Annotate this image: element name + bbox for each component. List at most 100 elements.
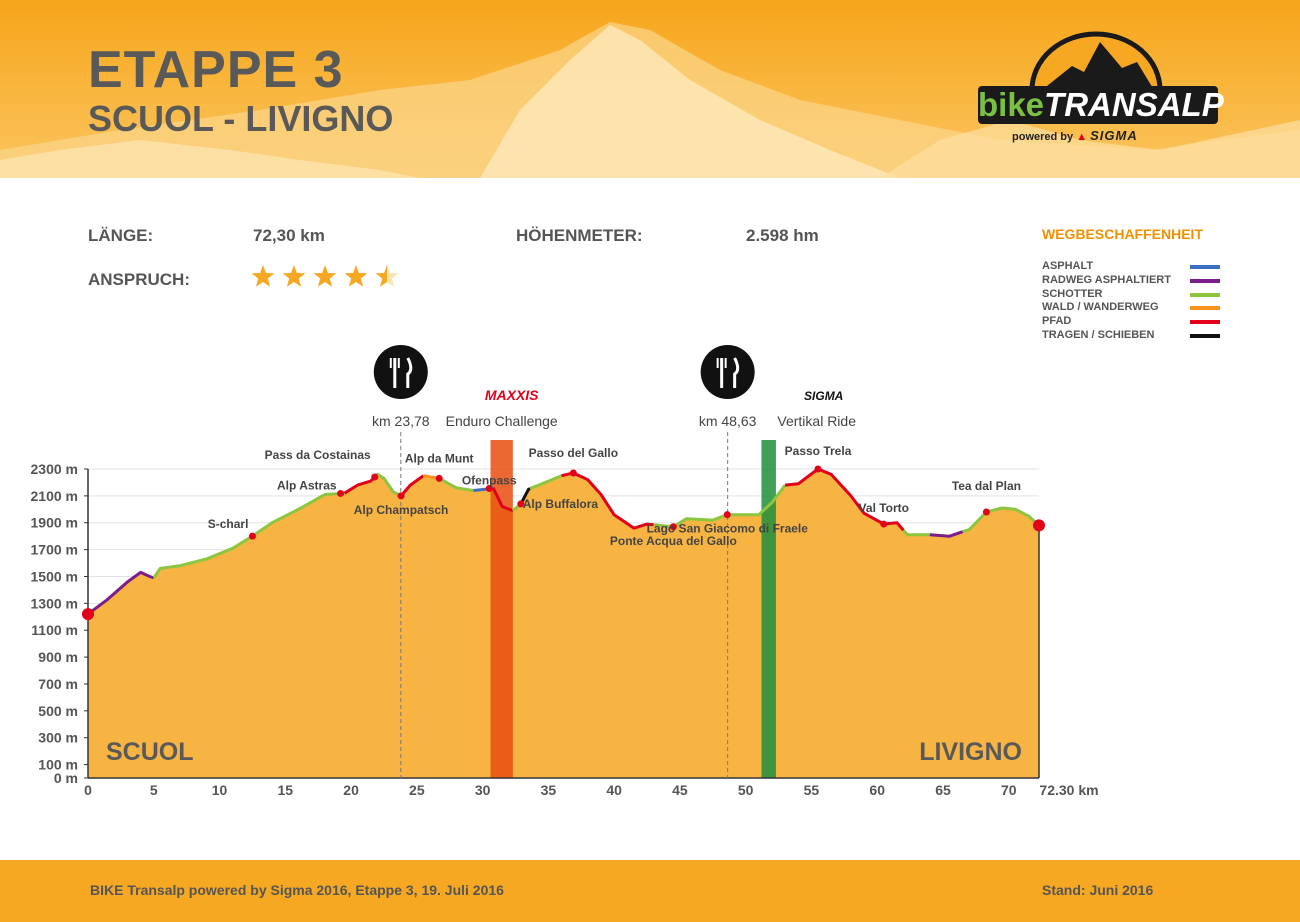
y-tick-label: 1100 m <box>31 622 78 638</box>
x-tick-label: 30 <box>475 782 491 798</box>
legend-swatch <box>1190 278 1220 283</box>
y-tick-label: 500 m <box>38 703 78 719</box>
footer-credits: BIKE Transalp powered by Sigma 2016, Eta… <box>90 882 504 898</box>
legend-swatch <box>1190 306 1220 311</box>
profile-segment <box>902 529 930 537</box>
waypoint-marker <box>397 492 405 500</box>
waypoint-label: Val Torto <box>859 501 909 515</box>
length-value: 72,30 km <box>253 226 325 245</box>
y-tick-label: 2100 m <box>31 488 78 504</box>
star-icon <box>375 265 399 287</box>
waypoint-label: Lago San Giacomo di Fraele <box>647 522 809 536</box>
start-location-label: SCUOL <box>106 738 194 766</box>
x-tick-label: 45 <box>672 782 688 798</box>
legend-item: PFAD <box>1042 315 1220 328</box>
y-tick-label: 700 m <box>38 676 78 692</box>
sponsor-logo: MAXXIS <box>485 387 539 403</box>
legend-item: RADWEG ASPHALTIERT <box>1042 274 1220 287</box>
page-subtitle: SCUOL - LIVIGNO <box>88 98 394 139</box>
y-tick-label: 1300 m <box>31 595 78 611</box>
legend-swatch <box>1190 265 1220 269</box>
x-tick-label: 50 <box>738 782 754 798</box>
biketransalp-logo: bikeTRANSALP powered by ▲ SIGMA <box>972 28 1224 158</box>
waypoint-label: Tea dal Plan <box>952 479 1021 493</box>
special-stage-label: Vertikal Ride <box>777 413 856 429</box>
waypoint-marker <box>669 523 677 531</box>
legend-label: WALD / WANDERWEG <box>1042 301 1159 314</box>
header-banner: ETAPPE 3 SCUOL - LIVIGNO bikeTRANSALP po… <box>0 0 1300 178</box>
profile-segment <box>784 467 905 532</box>
y-tick-label: 900 m <box>38 649 78 665</box>
footer: BIKE Transalp powered by Sigma 2016, Eta… <box>0 860 1300 922</box>
special-stage-label: Enduro Challenge <box>446 413 558 429</box>
logo-wordmark: bikeTRANSALP <box>978 86 1224 124</box>
x-tick-label: 20 <box>343 782 359 798</box>
star-icon <box>282 265 306 287</box>
profile-segment <box>491 487 514 513</box>
y-tick-label: 0 m <box>54 770 78 786</box>
waypoint-marker <box>569 469 577 477</box>
x-tick-label: 25 <box>409 782 425 798</box>
legend-item: ASPHALT <box>1042 260 1220 273</box>
y-tick-label: 100 m <box>38 757 78 773</box>
profile-segment <box>152 491 345 579</box>
x-tick-label: 10 <box>212 782 228 798</box>
waypoint-marker <box>371 473 379 481</box>
x-tick-label: 55 <box>804 782 820 798</box>
x-tick-label: 40 <box>606 782 622 798</box>
finish-marker <box>1033 519 1045 532</box>
profile-segment <box>962 506 1041 534</box>
footer-date: Stand: Juni 2016 <box>1042 882 1154 898</box>
y-tick-label: 1500 m <box>31 568 78 584</box>
profile-segment <box>399 474 425 497</box>
legend-label: PFAD <box>1042 315 1072 328</box>
y-tick-label: 2300 m <box>31 461 78 477</box>
waypoint-label: Alp da Munt <box>405 451 474 465</box>
elevation-label: HÖHENMETER: <box>516 226 643 245</box>
waypoint-label: S-charl <box>208 517 249 531</box>
sponsor-logo: SIGMA <box>804 389 843 403</box>
profile-segment <box>529 474 563 490</box>
cutlery-icon <box>373 345 428 399</box>
logo-powered-by: powered by ▲ SIGMA <box>1012 128 1138 143</box>
y-tick-label: 1700 m <box>31 542 78 558</box>
legend-swatch <box>1190 320 1220 325</box>
x-tick-label: 65 <box>935 782 951 798</box>
waypoint-marker <box>337 489 345 497</box>
star-icon <box>344 265 368 287</box>
food-station-km: km 48,63 <box>699 413 757 429</box>
legend-item: WALD / WANDERWEG <box>1042 301 1220 314</box>
x-tick-label: 15 <box>278 782 294 798</box>
mountain-background <box>0 22 1300 178</box>
profile-segment <box>438 477 474 492</box>
waypoint-marker <box>517 500 525 508</box>
waypoint-label: Ponte Acqua del Gallo <box>610 534 737 548</box>
x-tick-label: 5 <box>150 782 158 798</box>
legend-title: WEGBESCHAFFENHEIT <box>1042 226 1203 242</box>
x-tick-label: 60 <box>869 782 885 798</box>
waypoint-marker <box>248 532 256 540</box>
logo-mountain-icon <box>1029 31 1163 93</box>
legend-swatch <box>1190 334 1220 338</box>
waypoint-label: Alp Buffalora <box>523 497 599 511</box>
legend-swatch <box>1190 292 1220 297</box>
profile-segment <box>929 530 964 538</box>
profile-segment <box>87 570 155 616</box>
waypoint-label: Ofenpass <box>462 473 517 487</box>
legend-item: TRAGEN / SCHIEBEN <box>1042 329 1220 342</box>
food-station-km: km 23,78 <box>372 413 430 429</box>
difficulty-stars <box>251 264 412 295</box>
waypoint-label: Pass da Costainas <box>265 448 371 462</box>
star-icon <box>251 265 275 287</box>
waypoint-label: Passo Trela <box>785 444 852 458</box>
start-marker <box>82 608 94 621</box>
special-stage-band <box>761 440 776 778</box>
elevation-value: 2.598 hm <box>746 226 819 245</box>
elevation-area <box>88 469 1039 778</box>
star-icon <box>313 265 337 287</box>
waypoint-marker <box>485 484 493 492</box>
waypoint-marker <box>880 520 888 528</box>
waypoint-label: Alp Astras <box>277 478 337 492</box>
waypoint-marker <box>435 474 443 482</box>
